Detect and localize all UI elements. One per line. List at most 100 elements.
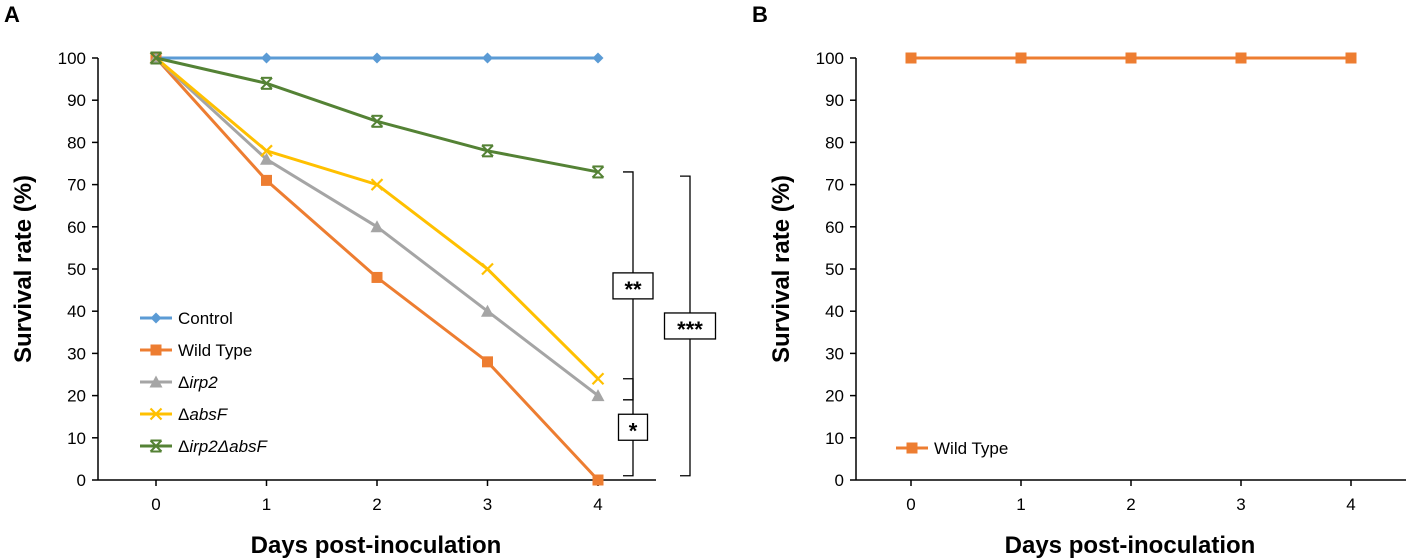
- legend-prefix: Δ: [178, 373, 189, 392]
- x-tick-label: 3: [483, 495, 492, 514]
- series-line-absF: [155, 56, 600, 380]
- significance-bracket: **: [612, 171, 654, 401]
- data-point-control: [261, 52, 272, 64]
- significance-box: [663, 312, 717, 340]
- y-tick-label: 20: [67, 387, 86, 406]
- data-point-wild_type: [592, 474, 604, 486]
- legend-label: Δirp2ΔabsF: [178, 437, 269, 456]
- y-tick-label: 70: [67, 176, 86, 195]
- legend-marker: [149, 375, 163, 388]
- data-point-control: [482, 52, 493, 64]
- legend-label: Δirp2: [178, 373, 218, 392]
- y-tick-label: 60: [67, 218, 86, 237]
- legend-marker: [149, 407, 163, 421]
- marker-stroke: [591, 165, 605, 179]
- data-point-irp2: [591, 389, 605, 402]
- y-tick-label: 50: [67, 260, 86, 279]
- y-tick-label: 70: [825, 176, 844, 195]
- x-tick-label: 2: [1126, 495, 1135, 514]
- y-tick-label: 90: [825, 91, 844, 110]
- x-axis-title-a: Days post-inoculation: [251, 532, 502, 559]
- legend-prefix: Δ: [178, 437, 189, 456]
- data-point-irp2: [370, 220, 384, 233]
- data-point-absF: [260, 144, 273, 158]
- y-tick-label: 50: [825, 260, 844, 279]
- marker-stroke: [591, 372, 605, 385]
- legend-marker: [150, 344, 162, 356]
- data-point-double: [260, 76, 273, 90]
- data-point-control: [371, 52, 383, 64]
- data-point-double: [481, 144, 494, 158]
- y-tick-label: 40: [825, 302, 844, 321]
- legend-name: Wild Type: [178, 341, 252, 360]
- legend-name: Wild Type: [934, 439, 1008, 458]
- marker-stroke: [370, 178, 384, 191]
- data-point-irp2: [260, 152, 273, 165]
- legend-label: Control: [178, 309, 233, 328]
- data-point-wild_type: [1015, 52, 1027, 64]
- data-point-absF: [591, 372, 605, 385]
- legend-item: Wild Type: [140, 341, 252, 360]
- data-point-double: [370, 114, 384, 128]
- significance-label: *: [629, 418, 638, 443]
- plot-area-b: 0 10 20 30 40 50 60 70 80 90 100 0 1 2 3 4 Wild Type: [816, 49, 1406, 514]
- legend-label: ΔabsF: [178, 405, 229, 424]
- significance-label: **: [624, 277, 642, 302]
- y-tick-label: 10: [825, 429, 844, 448]
- x-tick-label: 4: [1346, 495, 1355, 514]
- legend-name: irp2ΔabsF: [189, 437, 268, 456]
- significance-bracket: *: [617, 378, 649, 477]
- y-tick-label: 60: [825, 218, 844, 237]
- x-tick-label: 4: [593, 495, 602, 514]
- legend-marker: [906, 442, 918, 454]
- plot-area-a: 0 10 20 30 40 50 60 70 80 90 100 0 1 2 3 4 Control Wild T…: [58, 49, 717, 514]
- x-tick-label: 3: [1236, 495, 1245, 514]
- legend-name: Control: [178, 309, 233, 328]
- marker-stroke: [481, 144, 494, 158]
- y-tick-label: 80: [67, 133, 86, 152]
- y-tick-label: 30: [825, 344, 844, 363]
- x-axis-title-b: Days post-inoculation: [1005, 532, 1256, 559]
- data-point-control: [592, 52, 604, 64]
- y-tick-label: 90: [67, 91, 86, 110]
- x-tick-label: 1: [262, 495, 271, 514]
- legend: Wild Type: [896, 439, 1008, 458]
- x-tick-label: 0: [906, 495, 915, 514]
- significance-label: ***: [677, 317, 703, 342]
- marker-stroke: [260, 77, 273, 90]
- y-tick-label: 0: [835, 471, 844, 490]
- y-tick-label: 20: [825, 387, 844, 406]
- significance-bracket: ***: [663, 175, 717, 477]
- data-point-wild_type: [1125, 52, 1137, 64]
- x-tick-label: 0: [151, 495, 160, 514]
- y-tick-label: 30: [67, 344, 86, 363]
- legend-item: ΔabsF: [140, 405, 229, 424]
- legend-name: absF: [189, 405, 228, 424]
- data-point-double: [591, 165, 605, 179]
- legend-marker: [150, 312, 162, 324]
- y-tick-label: 100: [816, 49, 844, 68]
- significance-box: [617, 413, 649, 441]
- legend-label: Wild Type: [934, 439, 1008, 458]
- y-axis-title-b: Survival rate (%): [768, 175, 795, 363]
- data-point-wild_type: [1235, 52, 1247, 64]
- data-point-double: [149, 51, 163, 65]
- data-point-wild_type: [371, 271, 383, 283]
- panel-label-b: B: [752, 2, 768, 27]
- legend-label: Wild Type: [178, 341, 252, 360]
- marker-stroke: [149, 51, 163, 65]
- legend-item: Wild Type: [896, 439, 1008, 458]
- x-tick-label: 2: [372, 495, 381, 514]
- legend-item: Δirp2ΔabsF: [140, 437, 269, 456]
- marker-stroke: [481, 262, 494, 276]
- y-tick-label: 100: [58, 49, 86, 68]
- data-point-absF: [481, 262, 494, 276]
- y-tick-label: 10: [67, 429, 86, 448]
- y-axis-title-a: Survival rate (%): [10, 175, 37, 363]
- legend-item: Control: [140, 309, 233, 328]
- y-tick-label: 40: [67, 302, 86, 321]
- data-point-wild_type: [482, 356, 493, 368]
- marker-stroke: [260, 144, 273, 158]
- data-point-wild_type: [1345, 52, 1357, 64]
